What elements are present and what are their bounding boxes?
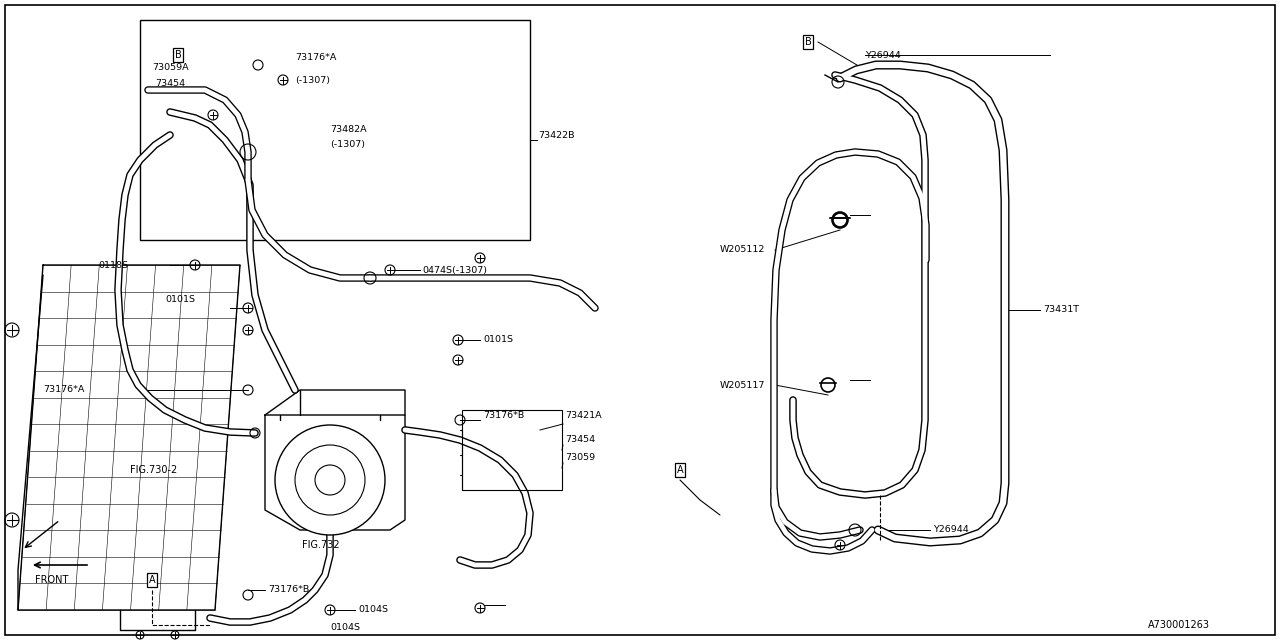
Text: 73176*A: 73176*A bbox=[294, 54, 337, 63]
Text: 73059: 73059 bbox=[564, 454, 595, 463]
Text: 73454: 73454 bbox=[155, 79, 186, 88]
Circle shape bbox=[275, 425, 385, 535]
Text: A730001263: A730001263 bbox=[1148, 620, 1210, 630]
Text: 73176*B: 73176*B bbox=[268, 586, 310, 595]
Text: 0104S: 0104S bbox=[330, 623, 360, 632]
Text: (-1307): (-1307) bbox=[294, 76, 330, 84]
Text: 73421A: 73421A bbox=[564, 412, 602, 420]
Text: 73482A: 73482A bbox=[330, 125, 366, 134]
Text: 0101S: 0101S bbox=[165, 296, 195, 305]
Text: 73176*B: 73176*B bbox=[483, 412, 525, 420]
Text: 73422B: 73422B bbox=[538, 131, 575, 140]
Text: 73176*A: 73176*A bbox=[44, 385, 84, 394]
Text: W205117: W205117 bbox=[719, 381, 765, 390]
Circle shape bbox=[315, 465, 346, 495]
Text: FIG.732: FIG.732 bbox=[302, 540, 339, 550]
Text: FIG.730-2: FIG.730-2 bbox=[131, 465, 177, 475]
Text: 0474S(-1307): 0474S(-1307) bbox=[422, 266, 486, 275]
Text: Y26944: Y26944 bbox=[933, 525, 969, 534]
Text: 0101S: 0101S bbox=[483, 335, 513, 344]
Text: Y26944: Y26944 bbox=[865, 51, 901, 60]
Text: A: A bbox=[677, 465, 684, 475]
Text: 0104S: 0104S bbox=[358, 605, 388, 614]
Text: B: B bbox=[805, 37, 812, 47]
Text: 73454: 73454 bbox=[564, 435, 595, 445]
Circle shape bbox=[294, 445, 365, 515]
Bar bbox=[462, 410, 562, 490]
Text: B: B bbox=[174, 50, 182, 60]
Text: 73059A: 73059A bbox=[152, 63, 188, 72]
Bar bbox=[140, 20, 530, 240]
Text: 73431T: 73431T bbox=[1043, 305, 1079, 314]
Text: A: A bbox=[148, 575, 155, 585]
Text: W205112: W205112 bbox=[719, 246, 765, 255]
Text: (-1307): (-1307) bbox=[330, 141, 365, 150]
Text: 0118S: 0118S bbox=[99, 260, 128, 269]
Text: FRONT: FRONT bbox=[35, 575, 68, 585]
